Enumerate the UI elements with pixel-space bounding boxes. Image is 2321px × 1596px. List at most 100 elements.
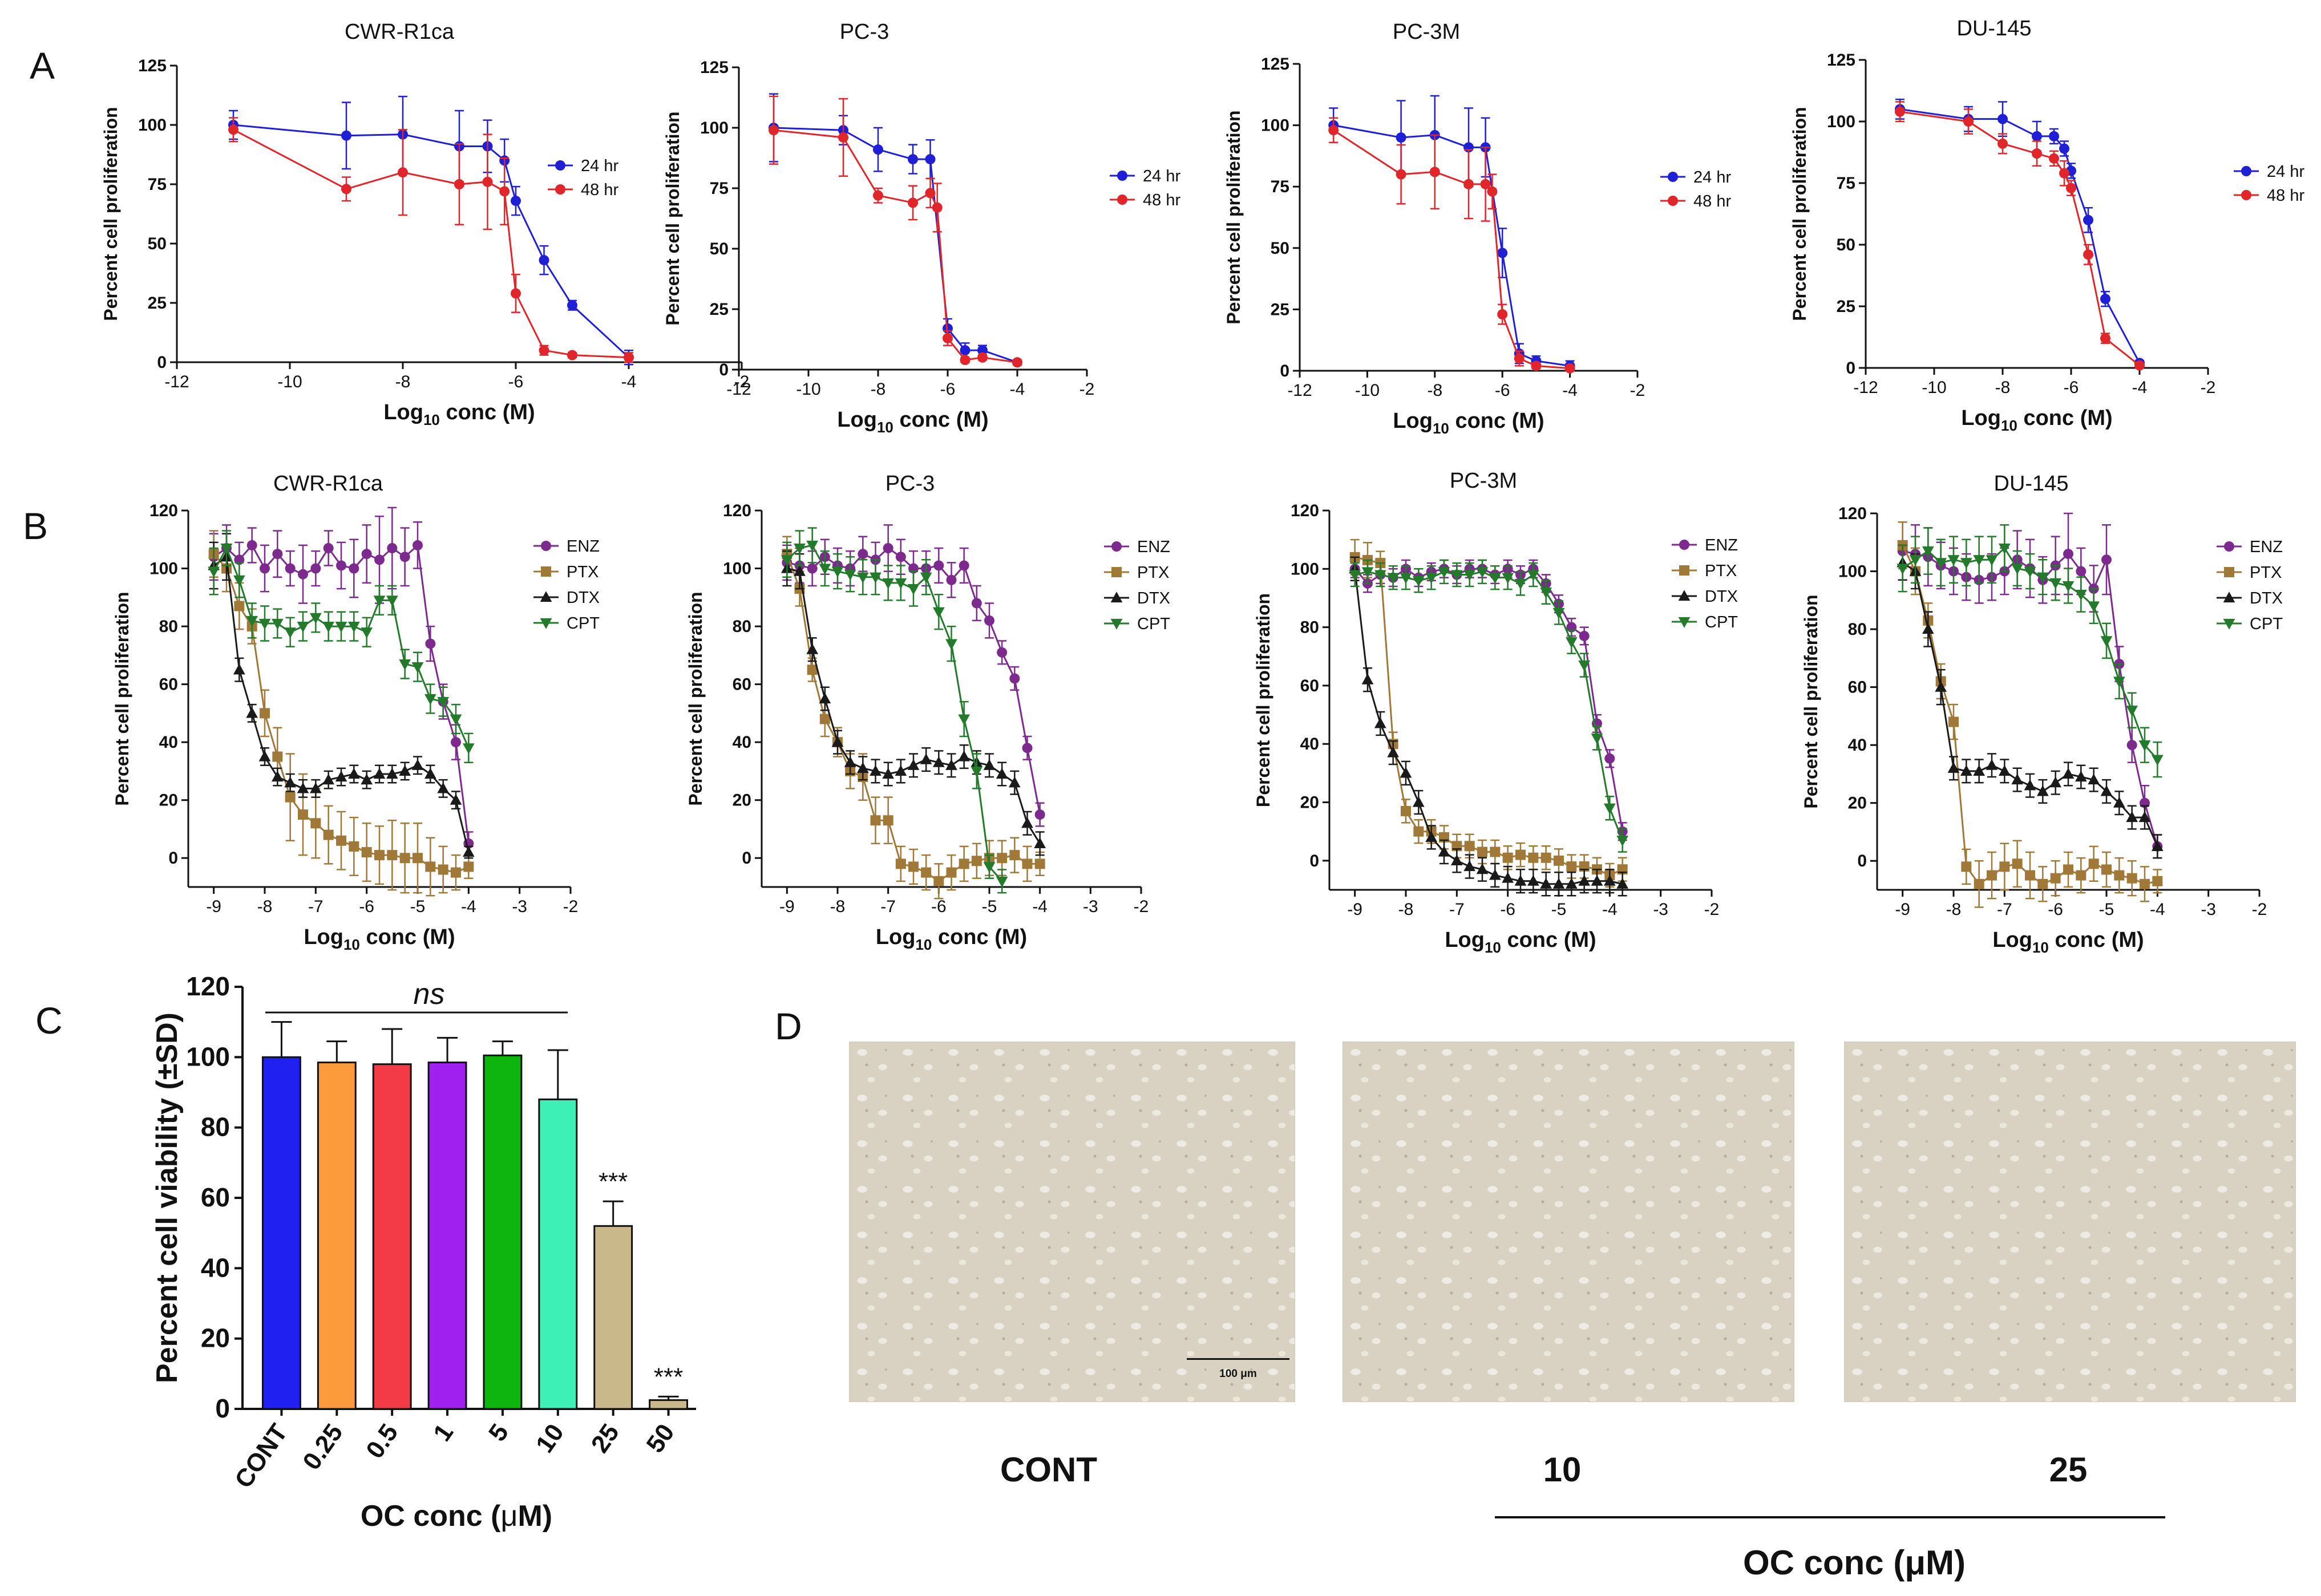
x-tick-label: -7 xyxy=(880,897,896,916)
data-point xyxy=(374,850,385,861)
y-axis-label: Percent cell proliferation xyxy=(1223,110,1244,324)
data-point xyxy=(309,782,322,793)
legend-entry: 24 hr xyxy=(1660,168,1731,187)
x-tick-label: -7 xyxy=(308,897,324,916)
x-tick-label: CONT xyxy=(229,1419,293,1493)
data-point xyxy=(2049,153,2059,164)
y-axis-label: Percent cell viability (±SD) xyxy=(151,1012,184,1383)
y-tick-label: 0 xyxy=(742,849,751,868)
x-tick-label: 0.25 xyxy=(297,1419,348,1475)
data-point xyxy=(883,543,893,553)
data-point xyxy=(1012,357,1022,368)
data-point xyxy=(1986,759,1998,770)
data-point xyxy=(451,867,461,878)
data-point xyxy=(858,549,868,560)
data-point xyxy=(1502,872,1514,883)
data-point xyxy=(511,196,521,206)
data-point xyxy=(1935,558,1947,569)
line-chart-5: -9 -8 -7 -6 -5 -4 -3 -2 0 20 40 60 80 100 120 CWR-R1ca L… xyxy=(112,472,600,953)
x-tick-label: 1 xyxy=(428,1419,459,1447)
legend-label: ENZ xyxy=(567,537,600,556)
data-point xyxy=(2126,706,2138,717)
data-point xyxy=(997,853,1008,864)
x-tick-label: 0.5 xyxy=(361,1419,403,1464)
data-point xyxy=(794,565,806,576)
data-point xyxy=(932,756,945,767)
legend-marker xyxy=(1679,540,1689,550)
x-axis-label: OC conc (μM) xyxy=(361,1500,552,1533)
data-point xyxy=(2049,131,2059,141)
micrograph-label: 10 xyxy=(1543,1451,1582,1489)
series-cpt xyxy=(781,527,1008,894)
data-point xyxy=(2151,840,2164,851)
legend-label: DTX xyxy=(1705,588,1738,606)
y-tick-label: 125 xyxy=(138,56,167,75)
data-point xyxy=(977,345,988,356)
data-point xyxy=(883,815,893,826)
series-ptx xyxy=(1349,538,1628,888)
error-bar xyxy=(547,1049,568,1100)
legend-entry: CPT xyxy=(2217,615,2283,633)
data-point xyxy=(450,714,462,726)
legend-label: DTX xyxy=(2250,589,2283,607)
y-tick-label: 0 xyxy=(1280,362,1289,380)
data-point xyxy=(2066,183,2076,193)
chart-title: DU-145 xyxy=(1994,472,2069,496)
y-tick-label: 40 xyxy=(1300,735,1319,754)
legend-entry: ENZ xyxy=(2217,538,2283,556)
data-point xyxy=(781,555,793,566)
y-tick-label: 125 xyxy=(1261,55,1289,74)
data-point xyxy=(2100,785,2113,796)
data-point xyxy=(2024,779,2036,791)
x-axis-label: Log10 conc (M) xyxy=(876,925,1027,953)
ns-label: ns xyxy=(414,978,445,1011)
data-point xyxy=(2138,740,2151,751)
series-24-hr xyxy=(769,93,1022,368)
y-tick-label: 20 xyxy=(733,791,751,810)
legend-marker xyxy=(1110,592,1123,603)
data-point xyxy=(819,692,831,704)
legend-label: CPT xyxy=(1137,615,1170,633)
y-tick-label: 100 xyxy=(1291,560,1319,578)
data-point xyxy=(387,543,398,553)
series-line xyxy=(1354,556,1623,877)
data-point xyxy=(1361,567,1374,578)
legend-label: CPT xyxy=(2250,615,2283,633)
series-line xyxy=(1354,569,1623,885)
data-point xyxy=(1502,852,1513,863)
data-point xyxy=(983,759,996,770)
legend-entry: PTX xyxy=(2217,564,2282,582)
data-point xyxy=(1578,661,1591,671)
x-axis-label: Log10 conc (M) xyxy=(383,400,535,428)
data-point xyxy=(1450,570,1463,581)
data-point xyxy=(1578,874,1591,886)
data-point xyxy=(1616,835,1629,846)
data-point xyxy=(310,818,321,829)
data-point xyxy=(437,782,450,793)
legend-label: 48 hr xyxy=(1143,191,1180,209)
data-point xyxy=(1489,573,1501,584)
data-point xyxy=(1973,555,1986,566)
line-chart-4: -12 -10 -8 -6 -4 -2 0 25 50 75 100 125 DU-145 Log10 c… xyxy=(1789,17,2304,434)
data-point xyxy=(882,768,895,779)
data-point xyxy=(1464,841,1475,852)
data-point xyxy=(2036,785,2049,796)
legend-label: 24 hr xyxy=(2267,163,2304,181)
x-axis-label: Log10 conc (M) xyxy=(837,408,988,436)
data-point xyxy=(413,853,423,864)
data-point xyxy=(943,333,953,343)
data-point xyxy=(424,694,436,705)
data-point xyxy=(895,552,906,562)
data-point xyxy=(2062,581,2075,592)
data-point xyxy=(2036,572,2049,584)
data-point xyxy=(336,560,346,571)
series-24-hr xyxy=(228,95,634,366)
data-point xyxy=(1616,877,1629,889)
x-tick-label: -3 xyxy=(2201,900,2216,919)
data-point xyxy=(285,563,296,574)
line-chart-1: -12 -10 -8 -6 -4 -2 0 25 50 75 100 125 CWR-R1ca Log10… xyxy=(100,20,749,428)
chart-title: CWR-R1ca xyxy=(273,472,383,496)
data-point xyxy=(2100,636,2113,647)
data-point xyxy=(873,144,883,155)
x-tick-label: -6 xyxy=(359,897,374,916)
